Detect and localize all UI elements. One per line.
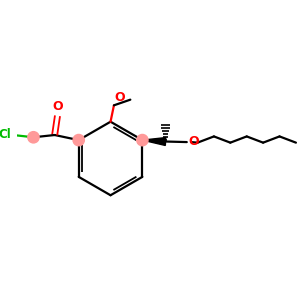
Circle shape xyxy=(28,132,39,143)
Text: O: O xyxy=(115,91,125,104)
Polygon shape xyxy=(142,138,166,146)
Circle shape xyxy=(137,134,148,146)
Text: O: O xyxy=(188,135,199,148)
Circle shape xyxy=(73,134,84,146)
Text: O: O xyxy=(52,100,63,113)
Text: Cl: Cl xyxy=(0,128,11,141)
